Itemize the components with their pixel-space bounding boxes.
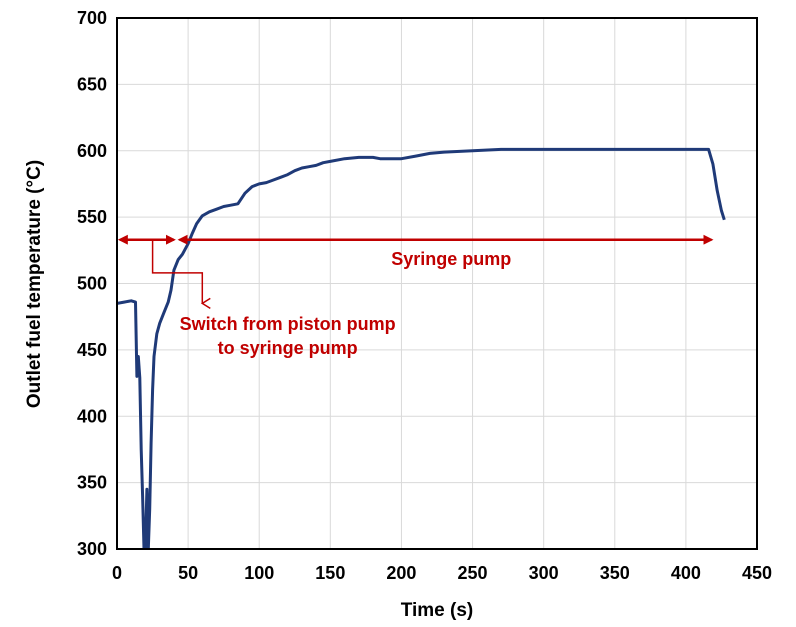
y-tick-label: 350 (77, 473, 107, 493)
annotation-label-2: to syringe pump (218, 338, 358, 358)
grid-lines (117, 18, 757, 549)
annotations: Syringe pump Switch from piston pump to sy… (180, 249, 512, 358)
y-tick-label: 400 (77, 406, 107, 426)
y-tick-label: 450 (77, 340, 107, 360)
x-tick-label: 300 (529, 563, 559, 583)
elbow-arrow-2 (151, 239, 211, 310)
plot-frame (116, 17, 758, 550)
y-tick-label: 700 (77, 8, 107, 28)
x-axis-title: Time (s) (401, 600, 474, 621)
y-tick-label: 650 (77, 74, 107, 94)
y-axis-title: Outlet fuel temperature (°C) (24, 160, 45, 408)
series-layer (117, 147, 726, 549)
annotation-arrows (117, 234, 714, 310)
x-tick-label: 400 (671, 563, 701, 583)
x-tick-label: 250 (458, 563, 488, 583)
x-tick-label: 150 (315, 563, 345, 583)
x-tick-label: 200 (386, 563, 416, 583)
series-line-0 (117, 147, 726, 549)
y-tick-label: 500 (77, 274, 107, 294)
annotation-label-1: Switch from piston pump (180, 314, 396, 334)
x-tick-label: 0 (112, 563, 122, 583)
tick-labels: 0 50 100 150 200 250 300 350 400 450 300 350 400 450 5… (77, 8, 772, 583)
y-tick-label: 300 (77, 539, 107, 559)
x-tick-label: 50 (178, 563, 198, 583)
x-tick-label: 350 (600, 563, 630, 583)
annotation-label-0: Syringe pump (391, 249, 511, 269)
x-tick-label: 450 (742, 563, 772, 583)
x-tick-label: 100 (244, 563, 274, 583)
y-tick-label: 600 (77, 141, 107, 161)
y-tick-label: 550 (77, 207, 107, 227)
